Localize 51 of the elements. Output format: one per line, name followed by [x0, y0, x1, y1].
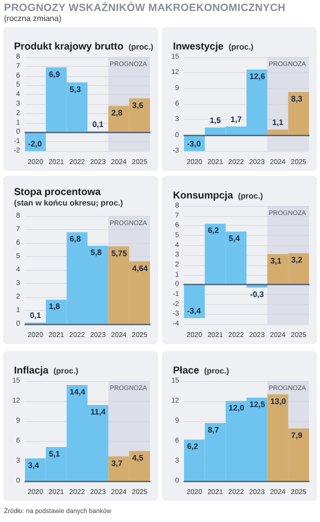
chart-subtitle: (proc.): [128, 42, 154, 52]
data-label: 3,7: [111, 458, 124, 468]
data-label: 5,1: [48, 450, 61, 458]
data-label: -0,3: [250, 290, 264, 300]
data-label: 3,2: [291, 256, 303, 265]
data-label: 12,6: [250, 72, 266, 82]
data-label: 12,5: [250, 400, 266, 410]
data-label: 3,6: [132, 100, 144, 110]
chart-subtitle: (stan w końcu okresu; proc.): [14, 198, 124, 208]
data-label: 1,1: [272, 118, 284, 128]
data-label: 5,4: [228, 234, 240, 244]
data-label: 4,64: [132, 264, 148, 273]
data-label: 3,1: [270, 256, 282, 266]
chart-subtitle: (proc.): [204, 366, 230, 376]
data-label: -3,0: [187, 140, 202, 148]
data-label: -3,4: [187, 306, 202, 316]
data-label: 1,8: [48, 302, 61, 312]
chart-subtitle: (proc.): [53, 366, 79, 376]
data-label: 14,4: [70, 388, 86, 396]
text: (roczna zmiana): [4, 14, 62, 23]
data-label: 12,0: [228, 404, 245, 412]
text: PROGNOZY WSKAŹNIKÓW MAKROEKONOMICZNYCH: [4, 2, 286, 14]
data-label: 13,0: [270, 396, 286, 406]
data-label: 0,1: [92, 120, 104, 129]
data-label: 7,9: [291, 430, 303, 440]
chart-subtitle: (proc.): [228, 42, 254, 52]
data-label: 0,1: [30, 311, 42, 320]
data-label: 6,8: [70, 234, 82, 244]
data-label: 1,7: [230, 114, 242, 124]
chart-title: Stopa procentowa: [14, 187, 102, 198]
data-label: 1,5: [210, 116, 222, 125]
data-label: 5,75: [111, 248, 128, 258]
chart-title: Płace: [173, 366, 200, 376]
data-label: 2,8: [111, 108, 124, 118]
data-label: 3,4: [28, 460, 40, 470]
bar: [184, 284, 205, 318]
data-label: 5,3: [70, 84, 82, 94]
chart-title: Produkt krajowy brutto: [14, 42, 124, 52]
chart-subtitle: (proc.): [238, 192, 264, 200]
chart-title: Inwestycje: [173, 42, 224, 52]
data-label: 8,7: [208, 426, 220, 434]
data-label: 8,3: [291, 94, 303, 104]
chart-title: Konsumpcja: [173, 190, 234, 202]
data-label: -2,0: [28, 140, 42, 148]
data-label: 6,2: [187, 442, 199, 452]
data-label: 6,9: [48, 70, 61, 79]
chart-title: Inflacja: [14, 366, 49, 376]
data-label: 6,2: [208, 226, 220, 236]
data-label: 5,8: [90, 248, 102, 258]
data-label: 11,4: [90, 408, 106, 416]
data-label: 4,5: [132, 454, 144, 462]
